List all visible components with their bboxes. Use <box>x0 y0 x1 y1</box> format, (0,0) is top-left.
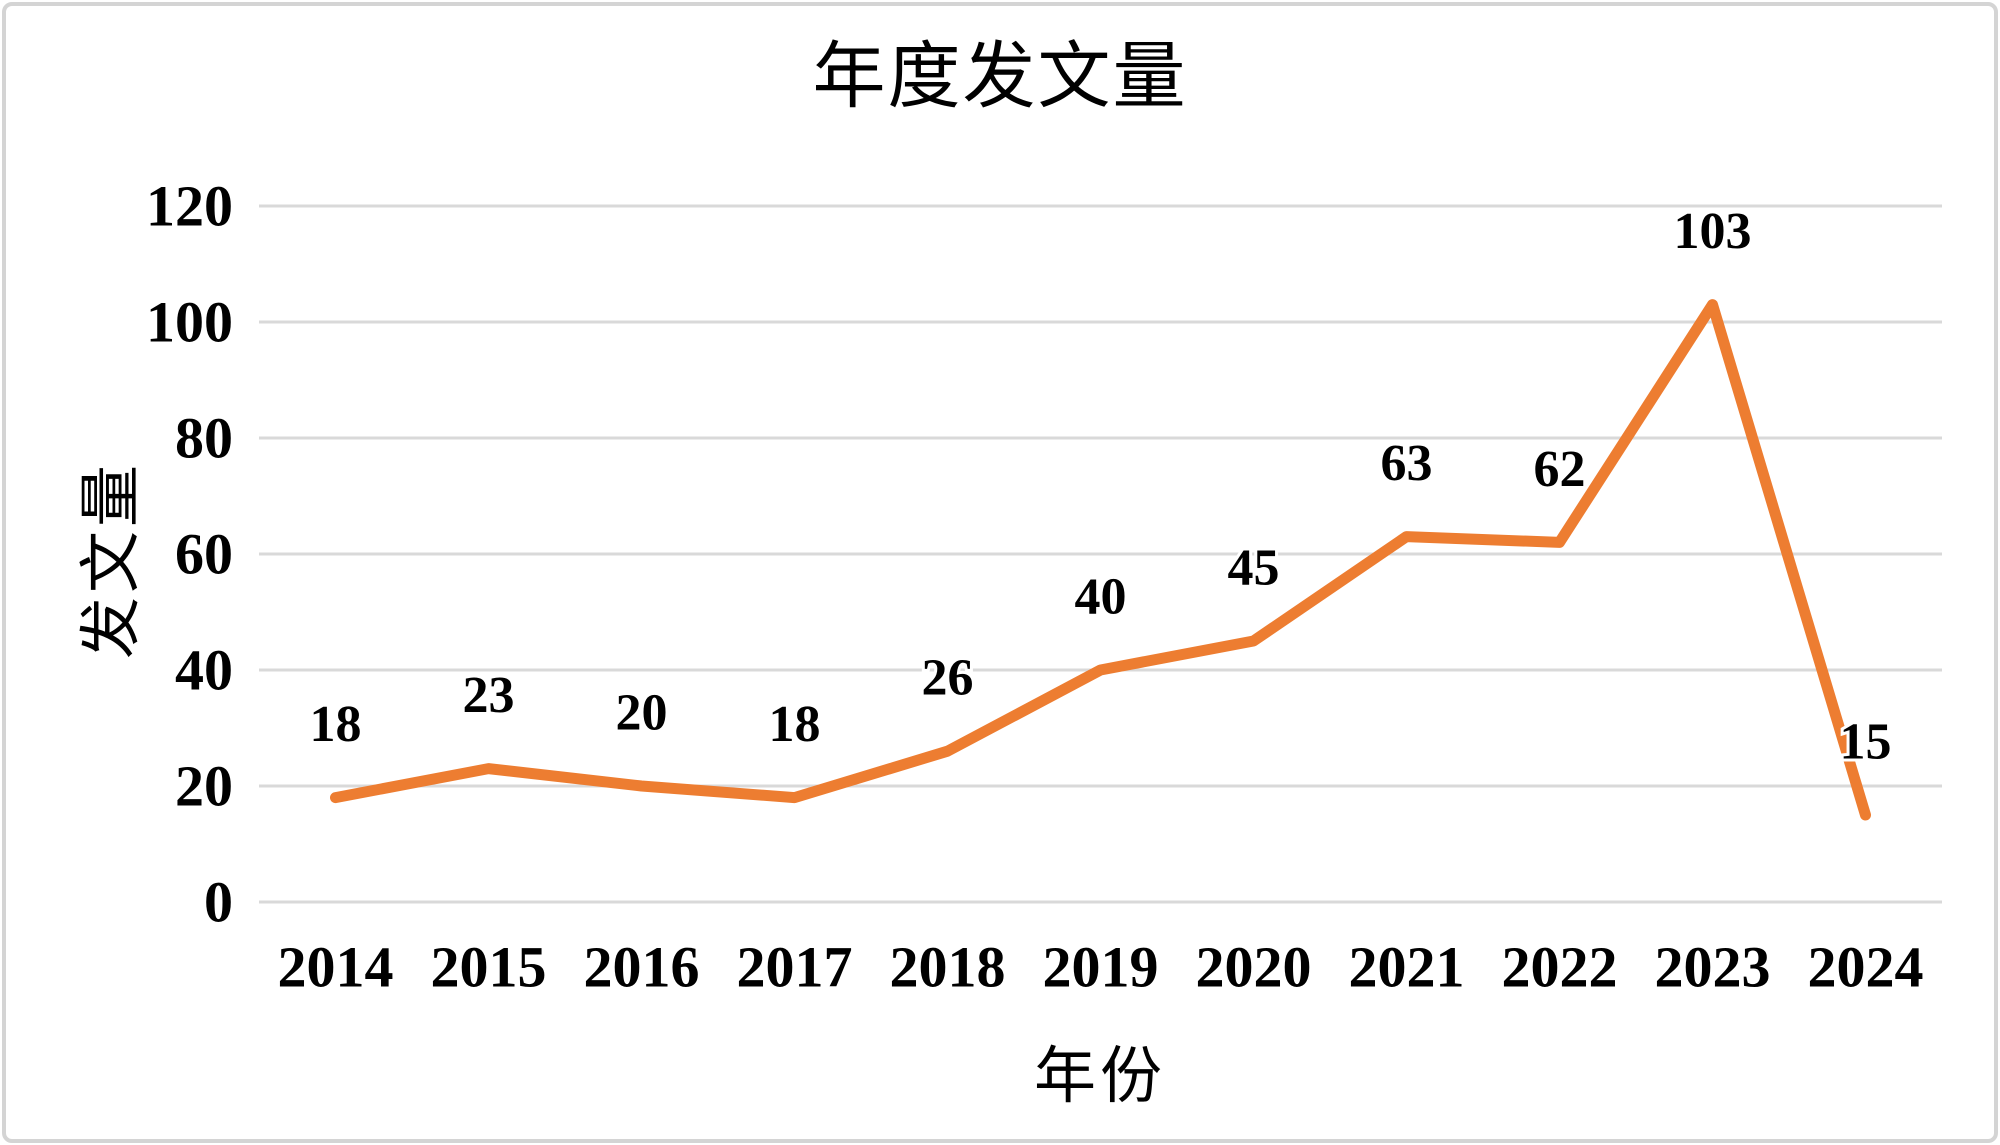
data-label: 40 <box>1075 569 1127 626</box>
x-tick-label: 2022 <box>1502 935 1618 1000</box>
y-tick-label: 40 <box>175 638 233 703</box>
data-label: 15 <box>1840 714 1892 771</box>
x-tick-label: 2015 <box>431 935 547 1000</box>
y-tick-label: 120 <box>146 174 233 239</box>
data-label: 62 <box>1534 441 1586 498</box>
data-label: 18 <box>769 696 821 753</box>
y-tick-label: 80 <box>175 406 233 471</box>
data-label: 20 <box>616 685 668 742</box>
y-tick-label: 100 <box>146 290 233 355</box>
x-tick-label: 2014 <box>278 935 394 1000</box>
data-label: 103 <box>1674 203 1752 260</box>
data-label: 23 <box>463 667 515 724</box>
x-axis-title: 年份 <box>1033 1043 1167 1111</box>
series-line <box>330 299 1871 821</box>
data-label: 18 <box>310 696 362 753</box>
data-label: 63 <box>1381 435 1433 492</box>
data-label: 45 <box>1228 540 1280 597</box>
x-tick-label: 2019 <box>1043 935 1159 1000</box>
x-tick-label: 2023 <box>1655 935 1771 1000</box>
y-tick-label: 0 <box>204 870 233 935</box>
x-tick-label: 2024 <box>1808 935 1924 1000</box>
x-tick-label: 2021 <box>1349 935 1465 1000</box>
y-tick-label: 20 <box>175 754 233 819</box>
chart-title: 年度发文量 <box>812 36 1188 117</box>
y-axis-title: 发文量 <box>78 460 146 660</box>
x-tick-label: 2017 <box>737 935 853 1000</box>
x-tick-label: 2016 <box>584 935 700 1000</box>
y-tick-label: 60 <box>175 522 233 587</box>
data-label: 26 <box>922 650 974 707</box>
x-tick-label: 2018 <box>890 935 1006 1000</box>
x-tick-label: 2020 <box>1196 935 1312 1000</box>
